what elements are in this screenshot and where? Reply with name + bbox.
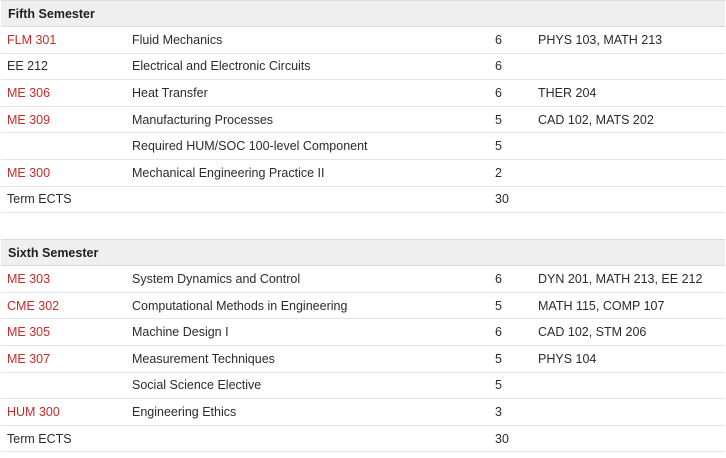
course-row: FLM 301 Fluid Mechanics 6 PHYS 103, MATH 21… (1, 27, 725, 54)
term-ects-label: Term ECTS (7, 431, 72, 446)
course-ects: 5 (495, 351, 502, 366)
term-ects-row: Term ECTS 30 (1, 187, 725, 214)
course-prerequisites: PHYS 104 (538, 351, 597, 366)
course-name: Heat Transfer (132, 85, 208, 100)
course-name: Mechanical Engineering Practice II (132, 165, 325, 180)
course-code-link[interactable]: ME 300 (7, 165, 51, 180)
term-ects-total: 30 (495, 431, 509, 446)
course-row: CME 302 Computational Methods in Engineer… (1, 293, 725, 320)
course-name: Manufacturing Processes (132, 112, 274, 127)
course-name: Social Science Elective (132, 378, 262, 393)
course-code-link[interactable]: HUM 300 (7, 404, 60, 419)
section-spacer (0, 213, 726, 239)
course-row: ME 300 Mechanical Engineering Practice II… (1, 160, 725, 187)
course-row: EE 212 Electrical and Electronic Circuits… (1, 54, 725, 81)
course-ects: 5 (495, 298, 502, 313)
course-code-link[interactable]: ME 306 (7, 85, 51, 100)
course-code-link[interactable]: ME 307 (7, 351, 51, 366)
course-name: Machine Design I (132, 325, 229, 340)
course-ects: 6 (495, 59, 502, 74)
semester-section: Sixth Semester ME 303 System Dynamics and … (1, 239, 725, 453)
course-ects: 2 (495, 165, 502, 180)
course-ects: 5 (495, 378, 502, 393)
course-prerequisites: DYN 201, MATH 213, EE 212 (538, 271, 703, 286)
course-code-link[interactable]: FLM 301 (7, 32, 57, 47)
course-row: ME 307 Measurement Techniques 5 PHYS 104 (1, 346, 725, 373)
course-ects: 5 (495, 112, 502, 127)
course-name: Measurement Techniques (132, 351, 275, 366)
course-ects: 6 (495, 325, 502, 340)
semester-title: Sixth Semester (1, 239, 725, 267)
course-code: EE 212 (7, 59, 49, 74)
course-name: System Dynamics and Control (132, 271, 301, 286)
course-row: HUM 300 Engineering Ethics 3 (1, 399, 725, 426)
term-ects-row: Term ECTS 30 (1, 426, 725, 453)
course-name: Electrical and Electronic Circuits (132, 59, 311, 74)
course-row: Social Science Elective 5 (1, 373, 725, 400)
course-code-link[interactable]: ME 305 (7, 325, 51, 340)
course-ects: 6 (495, 32, 502, 47)
term-ects-label: Term ECTS (7, 192, 72, 207)
course-name: Computational Methods in Engineering (132, 298, 348, 313)
course-code-link[interactable]: CME 302 (7, 298, 60, 313)
course-prerequisites: PHYS 103, MATH 213 (538, 32, 663, 47)
course-row: Required HUM/SOC 100-level Component 5 (1, 133, 725, 160)
course-ects: 5 (495, 139, 502, 154)
course-name: Engineering Ethics (132, 404, 237, 419)
course-prerequisites: CAD 102, MATS 202 (538, 112, 654, 127)
course-name: Fluid Mechanics (132, 32, 223, 47)
course-prerequisites: THER 204 (538, 85, 597, 100)
course-row: ME 306 Heat Transfer 6 THER 204 (1, 80, 725, 107)
term-ects-total: 30 (495, 192, 509, 207)
course-name: Required HUM/SOC 100-level Component (132, 139, 368, 154)
course-row: ME 303 System Dynamics and Control 6 DYN 20… (1, 266, 725, 293)
course-prerequisites: CAD 102, STM 206 (538, 325, 647, 340)
course-row: ME 309 Manufacturing Processes 5 CAD 102, M… (1, 107, 725, 134)
course-ects: 6 (495, 271, 502, 286)
course-prerequisites: MATH 115, COMP 107 (538, 298, 665, 313)
course-ects: 6 (495, 85, 502, 100)
course-code-link[interactable]: ME 309 (7, 112, 51, 127)
course-ects: 3 (495, 404, 502, 419)
course-row: ME 305 Machine Design I 6 CAD 102, STM 206 (1, 319, 725, 346)
course-code-link[interactable]: ME 303 (7, 271, 51, 286)
semester-section: Fifth Semester FLM 301 Fluid Mechanics 6 PHY… (1, 0, 725, 214)
semester-title: Fifth Semester (1, 0, 725, 27)
